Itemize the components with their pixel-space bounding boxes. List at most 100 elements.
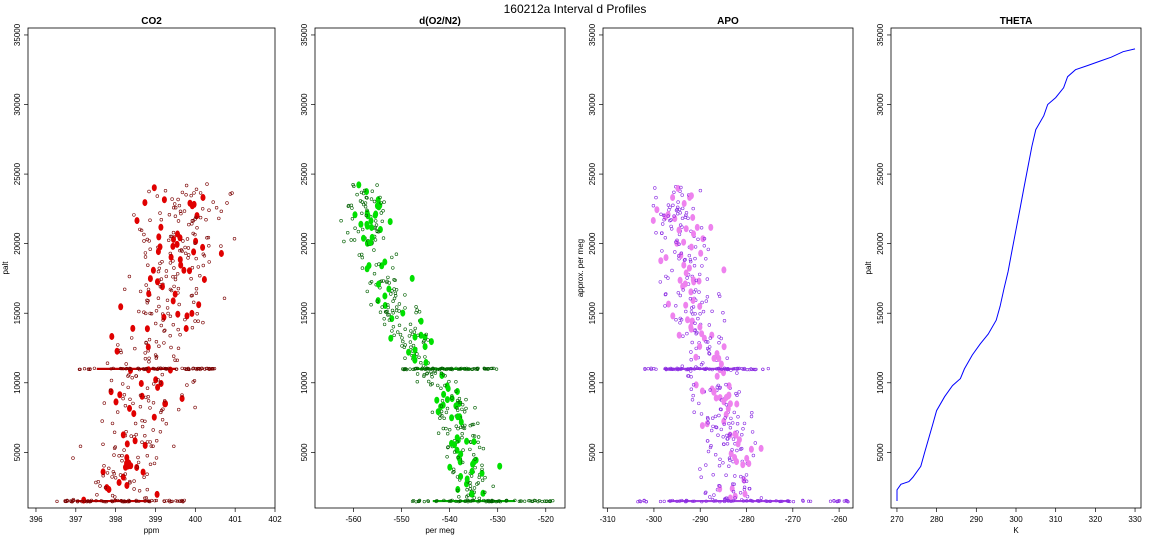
data-point bbox=[382, 322, 387, 327]
data-point bbox=[670, 312, 676, 320]
data-point bbox=[155, 439, 159, 443]
data-point bbox=[653, 186, 657, 190]
data-point bbox=[663, 304, 667, 308]
data-point bbox=[654, 206, 660, 214]
band-point bbox=[692, 499, 696, 503]
data-point bbox=[711, 354, 717, 362]
data-point bbox=[201, 252, 206, 256]
data-point bbox=[139, 228, 144, 233]
data-point bbox=[497, 462, 503, 470]
data-point bbox=[137, 309, 141, 314]
data-point bbox=[672, 190, 676, 195]
data-point bbox=[697, 272, 702, 277]
data-point bbox=[444, 410, 449, 415]
band-point bbox=[532, 498, 537, 502]
band-point bbox=[55, 499, 59, 504]
data-point bbox=[742, 485, 747, 489]
data-point bbox=[378, 195, 382, 200]
scatter-points bbox=[650, 184, 764, 502]
data-point bbox=[168, 334, 172, 338]
data-point bbox=[682, 258, 687, 262]
data-point bbox=[145, 454, 150, 458]
data-point bbox=[711, 473, 715, 477]
x-tick-label: 290 bbox=[970, 515, 984, 524]
data-point bbox=[193, 217, 197, 221]
data-point bbox=[706, 421, 710, 425]
band-point bbox=[791, 500, 796, 504]
data-point bbox=[685, 276, 689, 280]
data-point bbox=[350, 217, 355, 221]
data-point bbox=[698, 467, 702, 471]
band-point bbox=[82, 367, 87, 371]
data-point bbox=[660, 249, 664, 253]
data-point bbox=[683, 225, 689, 233]
data-point bbox=[134, 463, 140, 471]
data-point bbox=[684, 213, 688, 218]
data-point bbox=[699, 422, 705, 430]
data-point bbox=[124, 430, 128, 434]
data-point bbox=[680, 193, 684, 197]
band-point bbox=[544, 499, 548, 504]
data-point bbox=[120, 453, 124, 458]
data-point bbox=[706, 449, 711, 454]
data-point bbox=[422, 374, 426, 378]
band-point bbox=[680, 367, 684, 371]
data-point bbox=[164, 422, 169, 426]
y-tick-label: 20000 bbox=[13, 232, 22, 255]
data-point bbox=[430, 410, 435, 414]
data-point bbox=[166, 311, 170, 316]
x-tick-label: -540 bbox=[442, 515, 459, 524]
data-point bbox=[159, 408, 164, 413]
data-point bbox=[148, 247, 152, 251]
data-point bbox=[473, 457, 477, 461]
data-point bbox=[464, 406, 468, 411]
data-point bbox=[697, 323, 703, 331]
data-point bbox=[168, 287, 173, 292]
data-point bbox=[131, 401, 135, 406]
data-point bbox=[189, 193, 193, 198]
data-point bbox=[205, 236, 209, 240]
data-point bbox=[219, 209, 224, 214]
data-point bbox=[183, 317, 187, 322]
data-point bbox=[155, 194, 160, 198]
data-point bbox=[678, 321, 682, 325]
band-point bbox=[505, 498, 509, 502]
data-point bbox=[732, 482, 736, 486]
data-point bbox=[171, 275, 175, 279]
data-point bbox=[476, 435, 481, 439]
data-point bbox=[675, 207, 679, 212]
data-point bbox=[122, 287, 127, 291]
band-point bbox=[69, 499, 73, 503]
x-axis-label: per meg bbox=[425, 526, 454, 535]
data-point bbox=[746, 460, 752, 468]
data-point bbox=[126, 385, 130, 390]
band-point bbox=[150, 498, 154, 503]
data-point bbox=[473, 465, 477, 470]
data-point bbox=[142, 475, 146, 479]
data-point bbox=[705, 346, 710, 351]
data-point bbox=[172, 354, 176, 358]
y-tick-label: 10000 bbox=[300, 371, 309, 394]
data-point bbox=[154, 321, 158, 326]
data-point bbox=[136, 455, 140, 460]
band-point bbox=[470, 367, 474, 372]
data-point bbox=[372, 199, 377, 204]
data-point bbox=[738, 491, 743, 495]
data-point bbox=[173, 214, 178, 218]
band-point bbox=[153, 499, 157, 503]
data-point bbox=[415, 308, 419, 312]
data-point bbox=[138, 405, 143, 409]
band-point bbox=[110, 500, 114, 504]
data-point bbox=[694, 223, 700, 231]
data-point bbox=[705, 295, 710, 299]
data-point bbox=[397, 323, 402, 327]
data-point bbox=[193, 237, 199, 245]
data-point bbox=[360, 211, 364, 216]
data-point bbox=[705, 340, 710, 344]
y-tick-label: 35000 bbox=[300, 23, 309, 46]
band-point bbox=[725, 367, 730, 371]
data-point bbox=[386, 285, 392, 293]
x-tick-label: -310 bbox=[600, 515, 617, 524]
data-point bbox=[174, 240, 180, 248]
data-point bbox=[681, 200, 687, 208]
